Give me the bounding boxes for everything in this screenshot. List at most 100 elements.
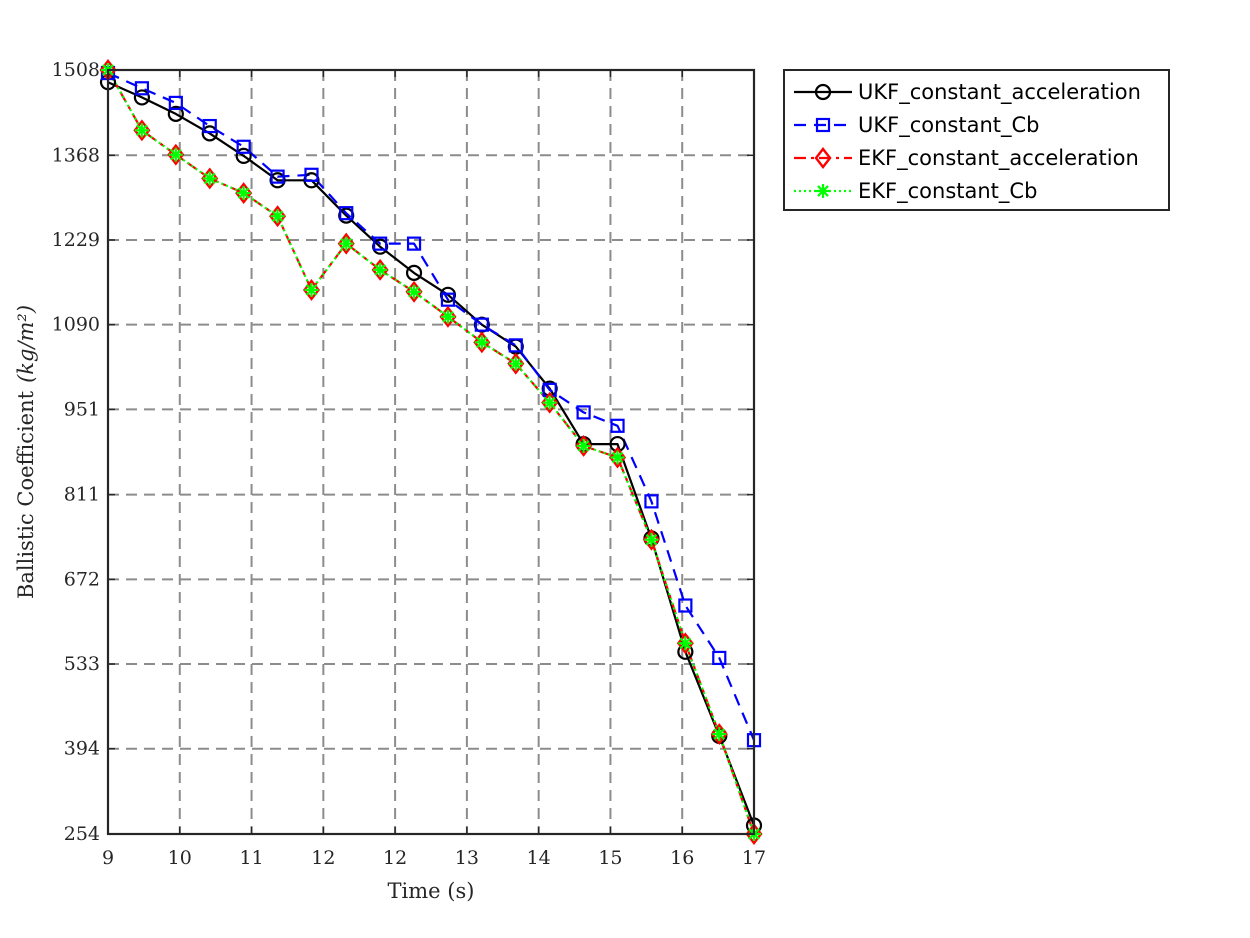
data-point-3 <box>508 356 523 371</box>
x-axis-ticks: 9 10 11 12 12 13 14 15 16 17 <box>102 70 766 869</box>
data-point-3-stroke <box>577 440 590 452</box>
legend-label: EKF_constant_Cb <box>858 179 1037 204</box>
data-point-2 <box>676 632 694 655</box>
data-point-3 <box>474 335 489 350</box>
y-tick-label: 1090 <box>52 314 100 336</box>
data-point-1-shape <box>644 494 659 509</box>
data-point-2 <box>405 280 423 303</box>
x-tick-label: 14 <box>527 847 551 869</box>
data-point-3 <box>339 236 354 251</box>
data-point-1-shape <box>134 81 150 96</box>
data-point-1-shape <box>202 118 217 134</box>
data-point-1-shape <box>610 418 625 433</box>
data-point-1 <box>576 405 591 420</box>
x-tick-label: 12 <box>311 847 335 869</box>
data-point-2-shape <box>439 305 457 328</box>
y-tick-label: 1508 <box>52 59 100 81</box>
data-point-2 <box>371 258 389 281</box>
data-point-3-stroke <box>611 451 624 464</box>
y-axis-title: Ballistic Coefficient (kg/m²) <box>14 305 38 599</box>
data-point-1 <box>339 206 354 221</box>
data-point-1-shape <box>474 317 489 332</box>
legend-swatch-marker <box>814 83 832 101</box>
grid <box>108 70 754 834</box>
data-point-2-shape <box>201 167 219 190</box>
data-point-1 <box>712 650 727 666</box>
data-point-3-stroke <box>237 187 250 199</box>
data-point-2 <box>745 823 763 845</box>
data-point-2 <box>167 143 185 166</box>
data-point-0-shape <box>405 264 423 281</box>
y-tick-label: 1229 <box>52 229 100 251</box>
data-point-2-shape <box>745 823 763 845</box>
legend-swatch-marker-shape <box>814 83 832 101</box>
data-point-1 <box>134 81 150 96</box>
data-point-2-shape <box>302 278 321 301</box>
legend-swatch-marker <box>814 147 832 169</box>
data-point-1-shape <box>440 292 456 307</box>
y-tick-label: 533 <box>64 653 100 675</box>
data-point-2 <box>269 205 287 228</box>
data-point-1 <box>678 598 693 613</box>
data-point-1-shape <box>168 95 183 110</box>
data-point-3-stroke <box>679 637 692 650</box>
data-point-3-stroke <box>374 264 386 276</box>
data-point-3-stroke <box>442 310 454 323</box>
data-point-3 <box>440 309 455 324</box>
legend-label: UKF_constant_acceleration <box>858 80 1141 105</box>
legend-swatch-marker <box>815 117 831 133</box>
data-point-1-shape <box>236 139 251 154</box>
data-point-0-shape <box>235 147 252 165</box>
data-point-3 <box>270 209 285 224</box>
data-point-2-shape <box>710 723 728 746</box>
data-point-1-shape <box>406 236 422 251</box>
x-tick-label: 15 <box>598 847 622 869</box>
legend-swatch-marker-shape <box>815 117 831 133</box>
data-point-2 <box>473 331 491 354</box>
data-point-3 <box>678 636 693 651</box>
y-tick-label: 1368 <box>52 144 100 166</box>
legend-swatch-marker-shape <box>814 147 832 169</box>
data-point-3-stroke <box>645 533 658 546</box>
data-point-3-stroke <box>305 284 318 296</box>
data-point-2 <box>201 167 219 190</box>
data-point-1-shape <box>270 169 285 184</box>
data-point-1 <box>440 292 456 307</box>
data-point-2-shape <box>269 205 287 228</box>
data-point-2-shape <box>337 232 355 255</box>
data-point-2 <box>642 528 660 551</box>
data-point-0 <box>235 147 252 165</box>
data-point-1 <box>373 236 388 251</box>
y-axis-unit: (kg/m²) <box>14 305 38 383</box>
x-tick-label: 13 <box>455 847 479 869</box>
data-point-3 <box>407 284 422 299</box>
data-point-0 <box>201 125 218 142</box>
data-point-1 <box>474 317 489 332</box>
data-point-2-shape <box>473 331 491 354</box>
data-point-3-stroke <box>340 237 353 250</box>
data-point-1-shape <box>339 206 354 221</box>
data-point-0 <box>405 264 423 281</box>
data-point-2 <box>439 305 457 328</box>
data-point-2-shape <box>405 280 423 303</box>
x-tick-label: 17 <box>742 847 766 869</box>
data-point-1 <box>304 167 319 182</box>
data-point-3-stroke <box>170 148 182 161</box>
data-point-1 <box>508 338 523 353</box>
data-point-3-stroke <box>203 172 216 185</box>
x-tick-label: 11 <box>239 847 263 869</box>
data-point-1 <box>236 139 251 154</box>
data-point-2 <box>235 182 253 205</box>
data-point-2 <box>507 352 525 375</box>
data-point-2-shape <box>541 391 559 414</box>
data-point-2-shape <box>676 632 694 655</box>
data-point-1-shape <box>678 598 693 613</box>
data-point-3 <box>542 395 557 410</box>
legend: UKF_constant_acceleration UKF_constant_Cb… <box>783 69 1170 211</box>
data-point-3-stroke <box>509 357 522 370</box>
data-point-3 <box>236 186 251 201</box>
data-point-3 <box>202 171 217 186</box>
y-tick-label: 811 <box>64 484 100 506</box>
data-point-2 <box>337 232 355 255</box>
